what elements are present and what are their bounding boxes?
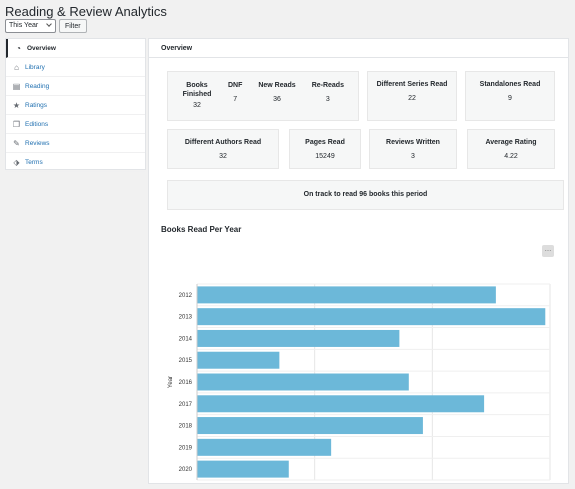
stat-value: 3 xyxy=(411,153,415,160)
section-heading: Overview xyxy=(149,39,568,58)
y-tick-label: 2016 xyxy=(179,380,193,386)
stat-value: 22 xyxy=(408,95,416,102)
y-tick-label: 2012 xyxy=(179,293,193,299)
y-tick-label: 2015 xyxy=(179,358,193,364)
stat-label: Re-Reads xyxy=(311,82,344,89)
sidebar-item-label: Terms xyxy=(25,158,43,166)
home-icon: ⌂ xyxy=(14,62,19,72)
chart-title: Books Read Per Year xyxy=(161,225,242,234)
stat-label: Standalones Read xyxy=(479,81,541,88)
stat-books-finished: Books Finished 32 xyxy=(182,81,212,111)
stat-average-rating: Average Rating 4.22 xyxy=(467,129,555,169)
stat-label: Pages Read xyxy=(305,139,345,146)
stat-label: Different Series Read xyxy=(376,81,448,88)
sidebar-item-label: Reviews xyxy=(25,139,50,147)
main-panel: Overview Books Finished 32 DNF 7 New Rea… xyxy=(148,38,569,484)
sidebar-item-label: Reading xyxy=(25,82,50,90)
sidebar-item-overview[interactable]: ◔ Overview xyxy=(6,39,145,58)
stat-value: 15249 xyxy=(315,153,335,160)
stat-value: 36 xyxy=(273,96,281,103)
stat-new-reads: New Reads 36 xyxy=(258,81,295,111)
bar xyxy=(197,351,280,369)
y-tick-label: 2018 xyxy=(179,424,193,430)
on-track-banner: On track to read 96 books this period xyxy=(167,180,564,210)
bar xyxy=(197,460,289,478)
stat-value: 32 xyxy=(193,102,201,109)
stat-label: Books Finished xyxy=(182,82,212,98)
sidebar: ◔ Overview ⌂ Library ▤ Reading ★ Ratings… xyxy=(5,38,146,172)
stat-different-authors: Different Authors Read 32 xyxy=(167,129,279,169)
stat-label: Different Authors Read xyxy=(184,139,262,146)
y-tick-label: 2019 xyxy=(179,445,193,451)
stat-value: 9 xyxy=(508,95,512,102)
stat-label: New Reads xyxy=(258,82,296,89)
dashboard-icon: ◔ xyxy=(16,43,21,53)
stat-label: Average Rating xyxy=(485,139,537,146)
stat-value: 7 xyxy=(233,96,238,103)
bar xyxy=(197,286,496,304)
stat-dnf: DNF 7 xyxy=(228,81,242,111)
period-select[interactable]: This Year xyxy=(5,19,56,33)
bar xyxy=(197,308,546,326)
bar xyxy=(197,417,423,435)
filter-button[interactable]: Filter xyxy=(59,19,87,33)
y-axis-title: Year xyxy=(168,376,174,388)
y-tick-label: 2013 xyxy=(179,315,193,321)
y-tick-label: 2017 xyxy=(179,402,193,408)
stat-label: Reviews Written xyxy=(386,139,440,146)
editions-icon: ❐ xyxy=(12,119,21,129)
sidebar-item-label: Ratings xyxy=(25,101,48,109)
stat-standalones: Standalones Read 9 xyxy=(465,71,555,121)
reads-summary-card: Books Finished 32 DNF 7 New Reads 36 Re-… xyxy=(167,71,359,121)
chevron-down-icon xyxy=(46,21,52,27)
stat-value: 3 xyxy=(325,96,330,103)
books-per-year-chart: 0501001502012201320142015201620172018201… xyxy=(168,283,551,481)
bar xyxy=(197,395,485,413)
tag-icon: ⬗ xyxy=(13,157,20,167)
sidebar-item-label: Editions xyxy=(25,120,49,128)
bar xyxy=(197,329,400,347)
sidebar-item-library[interactable]: ⌂ Library xyxy=(6,58,145,77)
sidebar-item-label: Library xyxy=(25,63,45,71)
y-tick-label: 2020 xyxy=(179,467,193,473)
sidebar-item-terms[interactable]: ⬗ Terms xyxy=(6,153,145,172)
stat-value: 32 xyxy=(219,153,227,160)
bar xyxy=(197,438,332,456)
sidebar-item-label: Overview xyxy=(27,44,56,52)
stat-reviews-written: Reviews Written 3 xyxy=(369,129,457,169)
star-icon: ★ xyxy=(12,100,21,110)
book-icon: ▤ xyxy=(12,81,21,91)
reviews-icon: ✎ xyxy=(13,138,20,148)
stat-pages-read: Pages Read 15249 xyxy=(289,129,361,169)
sidebar-item-editions[interactable]: ❐ Editions xyxy=(6,115,145,134)
page-title: Reading & Review Analytics xyxy=(5,4,167,19)
stat-value: 4.22 xyxy=(504,153,518,160)
filter-bar: This Year Filter xyxy=(5,19,87,33)
sidebar-item-ratings[interactable]: ★ Ratings xyxy=(6,96,145,115)
period-select-value: This Year xyxy=(9,22,39,29)
sidebar-item-reading[interactable]: ▤ Reading xyxy=(6,77,145,96)
stat-different-series: Different Series Read 22 xyxy=(367,71,457,121)
stat-re-reads: Re-Reads 3 xyxy=(312,81,344,111)
stat-label: DNF xyxy=(227,82,243,89)
y-tick-label: 2014 xyxy=(179,336,193,342)
sidebar-item-reviews[interactable]: ✎ Reviews xyxy=(6,134,145,153)
chart-menu-button[interactable]: … xyxy=(542,245,554,257)
bar xyxy=(197,373,409,391)
